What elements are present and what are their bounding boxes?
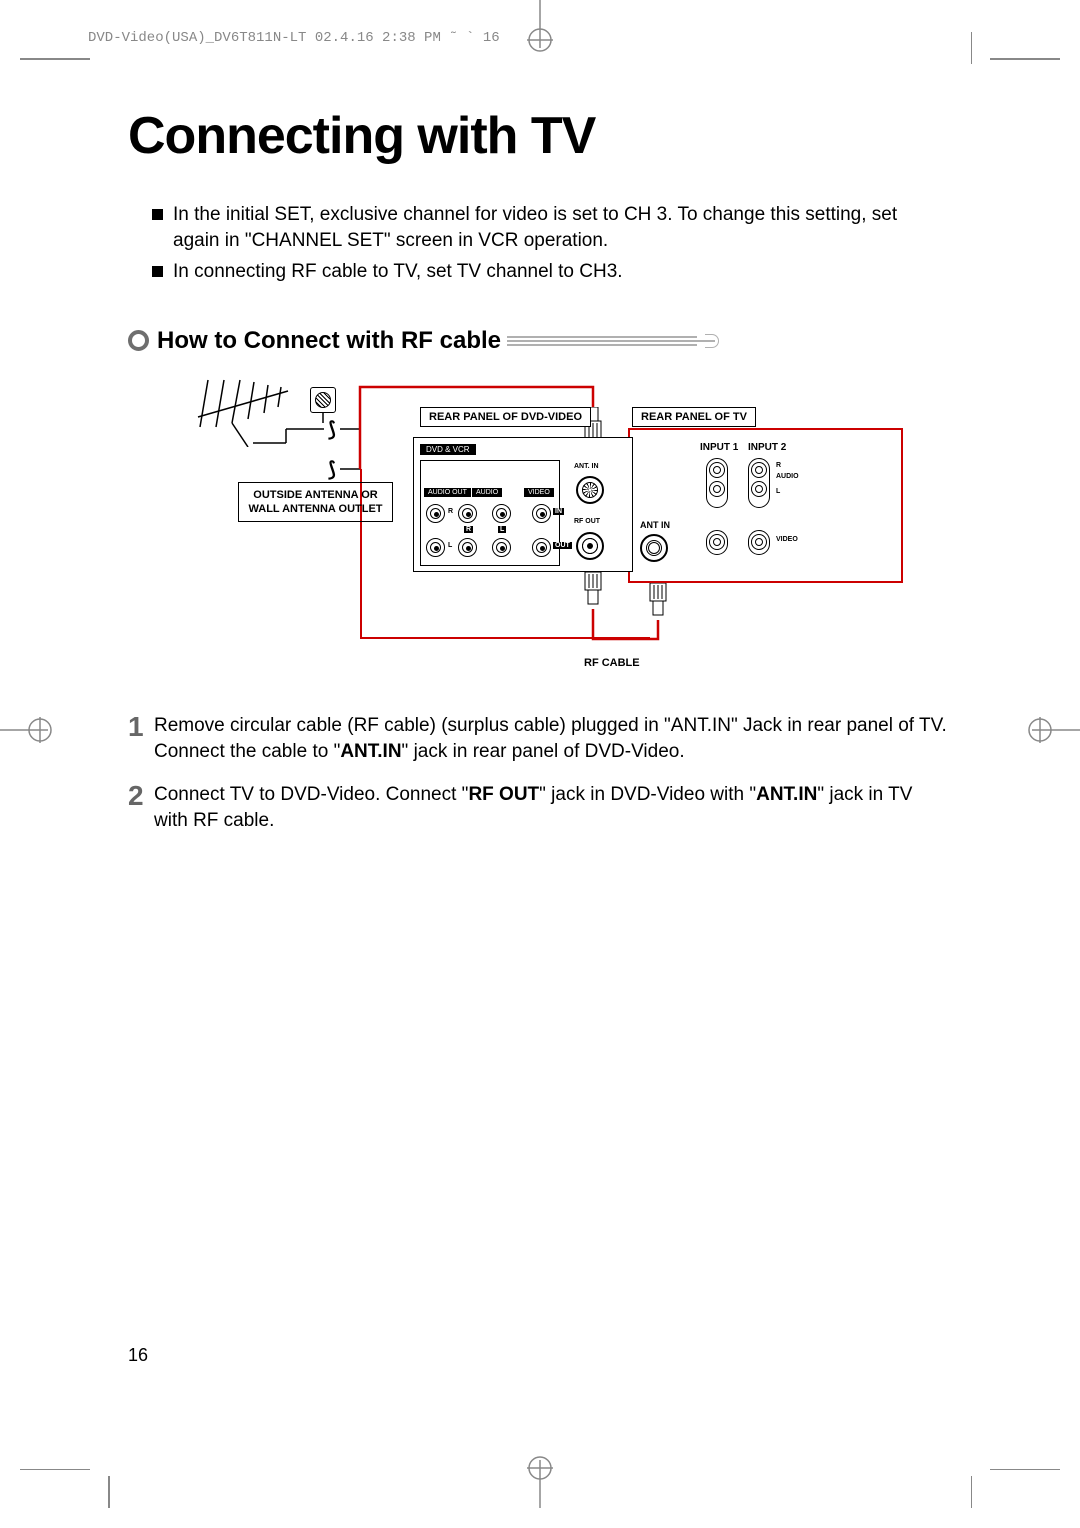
tv-jack-group <box>748 530 770 555</box>
step-number: 2 <box>128 782 154 833</box>
jack-icon <box>709 534 725 550</box>
step-item: 2 Connect TV to DVD-Video. Connect "RF O… <box>128 782 948 833</box>
jack-out-label: OUT <box>553 542 572 549</box>
tv-rear-panel: INPUT 1 INPUT 2 R AUDIO L VIDEO ANT IN <box>698 440 898 580</box>
crop-mark <box>971 32 973 64</box>
page-content: Connecting with TV In the initial SET, e… <box>128 106 948 851</box>
section-divider-lines <box>507 334 697 348</box>
jack-icon <box>709 481 725 497</box>
bullet-square-icon <box>152 209 163 220</box>
jack-icon <box>532 538 551 557</box>
jack-in-label: IN <box>553 508 564 515</box>
page-number: 16 <box>128 1345 148 1366</box>
bullet-square-icon <box>152 266 163 277</box>
step-number: 1 <box>128 713 154 764</box>
jack-audio-label: AUDIO <box>776 473 799 480</box>
jack-icon <box>751 462 767 478</box>
rf-out-label: RF OUT <box>574 518 600 525</box>
jack-icon <box>492 504 511 523</box>
jack-r-label: R <box>448 508 453 515</box>
step-text: Remove circular cable (RF cable) (surplu… <box>154 713 948 764</box>
rf-cable-label: RF CABLE <box>584 657 640 669</box>
jack-icon <box>532 504 551 523</box>
connection-diagram: ⟆ ⟆ OUTSIDE ANTENNA OR WALL ANTENNA OUTL… <box>188 377 908 687</box>
registration-mark-left <box>0 715 64 745</box>
crop-mark <box>990 58 1060 60</box>
section-circle-icon <box>128 330 149 351</box>
jack-icon <box>458 504 477 523</box>
section-header: How to Connect with RF cable <box>128 327 948 355</box>
jack-icon <box>426 504 445 523</box>
tv-jack-group <box>706 530 728 555</box>
video-label: VIDEO <box>524 488 554 497</box>
jack-l-label: L <box>776 488 780 495</box>
registration-mark-right <box>1016 715 1080 745</box>
jack-icon <box>492 538 511 557</box>
audio-out-label: AUDIO OUT <box>424 488 471 497</box>
tv-jack-group <box>748 458 770 508</box>
jack-l-label: L <box>448 542 452 549</box>
bullet-text: In the initial SET, exclusive channel fo… <box>173 202 948 253</box>
registration-mark-bottom <box>525 1444 555 1508</box>
registration-mark-top <box>525 0 555 64</box>
jack-icon <box>751 534 767 550</box>
page-title: Connecting with TV <box>128 106 948 166</box>
crop-mark <box>990 1469 1060 1471</box>
audio-label: AUDIO <box>472 488 502 497</box>
crop-mark <box>108 1476 110 1508</box>
jack-icon <box>751 481 767 497</box>
bullet-text: In connecting RF cable to TV, set TV cha… <box>173 259 623 285</box>
input1-label: INPUT 1 <box>700 442 738 453</box>
dvd-rear-panel: DVD & VCR AUDIO OUT AUDIO VIDEO R IN R L… <box>413 437 633 572</box>
dvd-vcr-label: DVD & VCR <box>420 444 476 455</box>
jack-r-label: R <box>464 526 473 533</box>
jack-icon <box>426 538 445 557</box>
print-header: DVD-Video(USA)_DV6T811N-LT 02.4.16 2:38 … <box>88 30 500 46</box>
bullet-item: In connecting RF cable to TV, set TV cha… <box>152 259 948 285</box>
crop-mark <box>20 58 90 60</box>
tv-jack-group <box>706 458 728 508</box>
dvd-panel-label: REAR PANEL OF DVD-VIDEO <box>420 407 591 427</box>
step-text: Connect TV to DVD-Video. Connect "RF OUT… <box>154 782 948 833</box>
bullet-list: In the initial SET, exclusive channel fo… <box>152 202 948 285</box>
jack-video-label: VIDEO <box>776 536 798 543</box>
bullet-item: In the initial SET, exclusive channel fo… <box>152 202 948 253</box>
jack-l-label: L <box>498 526 506 533</box>
step-item: 1 Remove circular cable (RF cable) (surp… <box>128 713 948 764</box>
jack-r-label: R <box>776 462 781 469</box>
section-title: How to Connect with RF cable <box>157 327 501 355</box>
crop-mark <box>971 1476 973 1508</box>
tv-panel-label: REAR PANEL OF TV <box>632 407 756 427</box>
crop-mark <box>20 1469 90 1471</box>
jack-icon <box>458 538 477 557</box>
ant-in-label: ANT. IN <box>574 463 599 470</box>
tv-ant-in-label: ANT IN <box>640 520 670 530</box>
jack-icon <box>709 462 725 478</box>
input2-label: INPUT 2 <box>748 442 786 453</box>
